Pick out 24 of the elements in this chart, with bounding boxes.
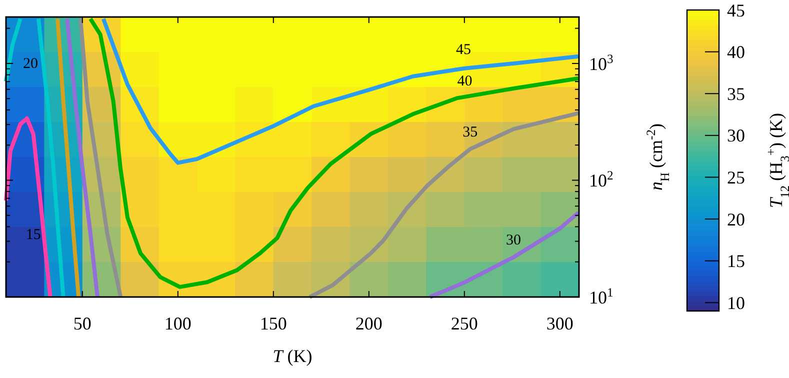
color-bar-label: 20 [727,209,745,230]
color-bar-label: 15 [727,251,745,272]
x-tick-label: 300 [546,313,574,334]
color-bar-label: 25 [727,168,745,188]
annotation: 15 [26,226,41,243]
color-bar-label: 45 [727,0,745,20]
annotation: 45 [456,42,471,58]
color-bar-label: 10 [727,292,745,313]
color-bar-label: 40 [727,42,745,62]
x-tick-label: 100 [164,313,192,334]
x-tick-label: 200 [355,313,382,334]
x-tick-label: 50 [73,313,92,334]
x-tick-label: 250 [450,313,478,334]
y-tick-label: 10$^{2}$ [589,168,614,191]
color-bar-label: 35 [727,84,745,104]
annotation: 20 [22,56,38,72]
color-bar-label: 30 [727,126,745,146]
annotation: 30 [506,232,521,249]
y-tick-label: 10$^{3}$ [589,52,614,74]
annotation: 40 [457,74,472,90]
x-axis-title: T (K) [272,346,312,366]
annotation: 35 [462,124,478,140]
y-tick-label: 10$^{1}$ [589,285,614,308]
x-tick-label: 150 [260,313,287,334]
